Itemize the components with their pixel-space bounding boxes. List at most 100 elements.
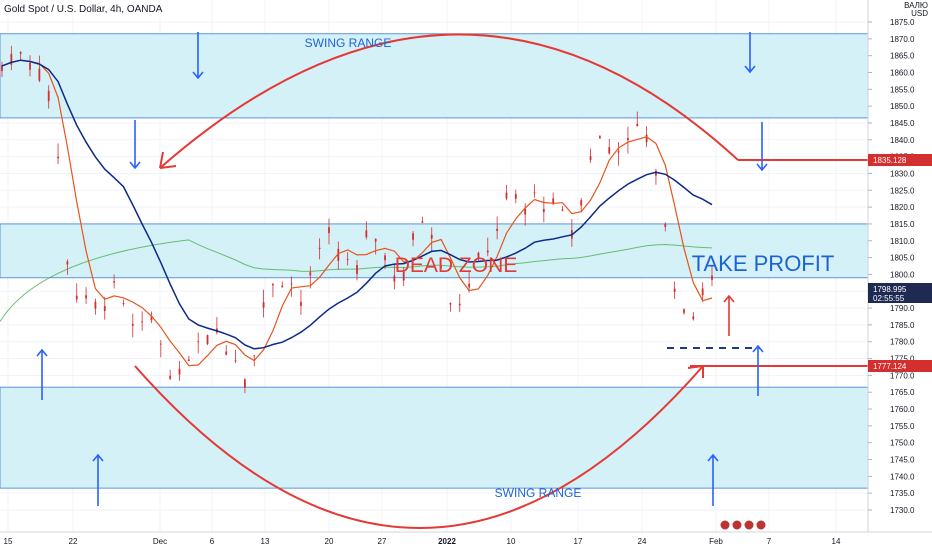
candle-body bbox=[47, 90, 50, 102]
candle-body bbox=[533, 192, 536, 194]
candle-body bbox=[356, 264, 358, 275]
arrow-up-3 bbox=[707, 453, 719, 506]
y-tick-label: 1755.0 bbox=[890, 422, 915, 431]
candle-body bbox=[281, 285, 284, 288]
candle-body bbox=[505, 192, 508, 199]
candle-body bbox=[57, 156, 59, 159]
candle-body bbox=[234, 360, 237, 362]
y-tick-label: 1845.0 bbox=[890, 119, 915, 128]
candle-body bbox=[598, 136, 601, 139]
y-tick-label: 1865.0 bbox=[890, 52, 915, 61]
swing-zones bbox=[0, 33, 869, 489]
arrow-up-2 bbox=[92, 453, 104, 506]
flag-icon bbox=[719, 519, 731, 531]
x-tick-label: 27 bbox=[378, 537, 387, 546]
candle-body bbox=[103, 306, 106, 311]
y-tick-label: 1780.0 bbox=[890, 338, 915, 347]
time-axis[interactable]: 15 22 Dec 6 13 20 27 2022 10 17 24 Feb 7 14 bbox=[4, 537, 841, 546]
y-tick-label: 1855.0 bbox=[890, 85, 915, 94]
candle-body bbox=[225, 351, 228, 355]
candle-body bbox=[187, 359, 190, 361]
currency-label: ВАЛЮ USD bbox=[904, 2, 928, 18]
candle-body bbox=[393, 275, 396, 282]
candle-body bbox=[580, 200, 583, 206]
candle-body bbox=[1, 65, 3, 72]
candle-body bbox=[589, 156, 592, 160]
candle-body bbox=[150, 316, 153, 321]
candle-body bbox=[645, 134, 648, 143]
y-tick-label: 1820.0 bbox=[890, 203, 915, 212]
candle-body bbox=[384, 255, 386, 261]
dead-zone-label: DEAD ZONE bbox=[395, 254, 518, 277]
candle-body bbox=[10, 53, 13, 65]
currency-line-1: ВАЛЮ bbox=[904, 1, 928, 10]
candle-body bbox=[318, 247, 321, 249]
y-tick-label: 1830.0 bbox=[890, 169, 915, 178]
level-badge-lower-text: 1777.124 bbox=[873, 362, 907, 371]
candle-body bbox=[449, 302, 452, 305]
candle-body bbox=[608, 147, 611, 154]
ma-slow-layer bbox=[1, 59, 713, 350]
y-tick-label: 1730.0 bbox=[890, 506, 915, 515]
candle-body bbox=[346, 258, 349, 260]
ma-slow-line bbox=[1, 59, 713, 350]
candle-body bbox=[94, 301, 97, 309]
y-tick-label: 1770.0 bbox=[890, 371, 915, 380]
candle-body bbox=[514, 194, 517, 199]
candle-body bbox=[617, 150, 620, 153]
x-tick-label: 7 bbox=[767, 537, 772, 546]
swing-range-bottom-label: SWING RANGE bbox=[495, 486, 582, 500]
candle-body bbox=[85, 295, 87, 299]
candle-body bbox=[113, 281, 116, 283]
economic-event-icons[interactable] bbox=[719, 519, 767, 531]
candle-body bbox=[19, 52, 22, 54]
current-price-text: 1798.995 bbox=[873, 285, 907, 294]
candle-body bbox=[122, 303, 125, 304]
candle-body bbox=[178, 368, 181, 375]
candle-body bbox=[262, 302, 265, 308]
candle-body bbox=[542, 208, 545, 213]
y-tick-label: 1840.0 bbox=[890, 136, 915, 145]
candle-body bbox=[159, 343, 162, 345]
candle-body bbox=[402, 271, 405, 281]
take-profit-label: TAKE PROFIT bbox=[692, 251, 835, 276]
candle-body bbox=[141, 321, 144, 323]
y-tick-label: 1875.0 bbox=[890, 18, 915, 27]
swing-range-top-label: SWING RANGE bbox=[305, 36, 392, 50]
arrow-up-4 bbox=[752, 344, 764, 396]
candle-body bbox=[430, 234, 433, 239]
candle-body bbox=[421, 221, 424, 223]
candle-body bbox=[552, 198, 555, 204]
swing-zone-1 bbox=[0, 33, 869, 119]
red-arrow-up bbox=[723, 294, 735, 336]
y-tick-label: 1785.0 bbox=[890, 321, 915, 330]
candle-body bbox=[440, 265, 442, 268]
candle-body bbox=[701, 288, 704, 296]
candle-body bbox=[524, 208, 527, 215]
y-tick-label: 1790.0 bbox=[890, 304, 915, 313]
arrow-down-3 bbox=[744, 32, 756, 74]
candle-body bbox=[458, 303, 461, 306]
candle-body bbox=[300, 301, 302, 306]
level-badge-lower: 1777.124 bbox=[868, 360, 932, 372]
x-tick-label: 14 bbox=[832, 537, 841, 546]
candle-body bbox=[169, 375, 172, 379]
y-tick-label: 1870.0 bbox=[890, 35, 915, 44]
candle-body bbox=[309, 272, 312, 276]
candle-body bbox=[365, 230, 368, 238]
y-tick-label: 1850.0 bbox=[890, 102, 915, 111]
arrow-down-2 bbox=[129, 120, 141, 170]
flag-icon bbox=[755, 519, 767, 531]
candle-body bbox=[206, 335, 209, 344]
candle-body bbox=[253, 355, 256, 357]
candle-body bbox=[328, 227, 330, 234]
y-tick-label: 1815.0 bbox=[890, 220, 915, 229]
symbol-header: Gold Spot / U.S. Dollar, 4h, OANDA bbox=[4, 4, 163, 15]
flag-icon bbox=[731, 519, 743, 531]
y-tick-label: 1775.0 bbox=[890, 355, 915, 364]
x-tick-label: 10 bbox=[507, 537, 516, 546]
candle-body bbox=[477, 252, 480, 258]
candle-body bbox=[337, 248, 340, 261]
